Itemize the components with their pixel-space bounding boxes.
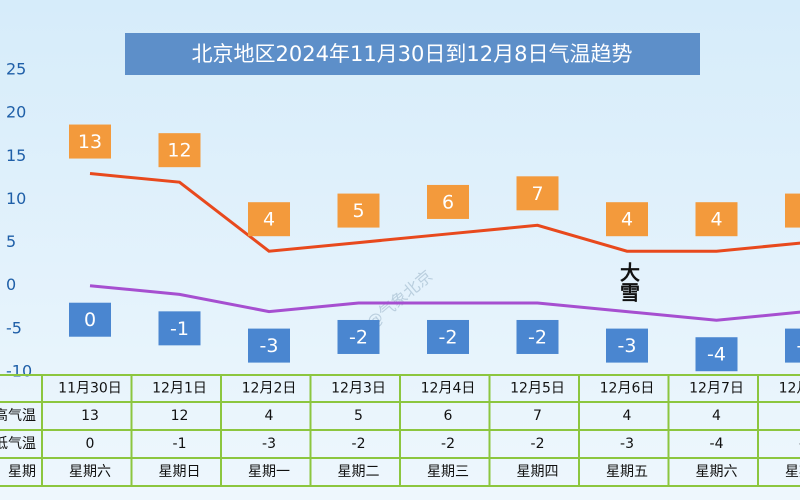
table-value: 4 [712, 408, 721, 424]
value-label-box [695, 337, 738, 372]
value-label: 5 [352, 200, 364, 222]
chart-title: 北京地区2024年11月30日到12月8日气温趋势 [192, 42, 633, 66]
value-label-box [516, 176, 559, 211]
series-line [89, 172, 800, 253]
x-tick-label: 12月4日 [421, 381, 476, 397]
value-label-box [785, 328, 800, 363]
value-label: -2 [439, 326, 458, 348]
y-tick-label: 25 [6, 60, 26, 79]
table-value: 7 [533, 408, 542, 424]
value-label: -4 [707, 344, 726, 366]
table-value: -2 [441, 436, 455, 452]
value-label-box [158, 133, 201, 168]
value-label-box [427, 319, 469, 354]
value-label: 13 [78, 131, 102, 153]
y-tick-label: 0 [6, 275, 16, 294]
table-value: -3 [620, 436, 634, 452]
table-value: -2 [352, 436, 366, 452]
table-value: -2 [531, 436, 545, 452]
row-label: 最高气温 [0, 407, 36, 424]
value-label: 0 [84, 309, 96, 331]
value-label: 4 [621, 209, 633, 231]
x-tick-label: 12月6日 [600, 381, 655, 397]
weekday: 星期六 [696, 464, 738, 480]
value-label: -3 [260, 335, 279, 357]
annotation: 大雪 [617, 262, 641, 303]
x-tick-label: 12月8日 [779, 381, 800, 397]
table-value: 6 [444, 408, 453, 424]
value-label-box [606, 202, 648, 237]
x-tick-label: 12月3日 [331, 381, 386, 397]
weekday: 星期二 [338, 464, 380, 480]
row-label: 星期 [8, 464, 36, 480]
x-tick-label: 12月2日 [242, 381, 297, 397]
value-label: -3 [618, 335, 637, 357]
weekday: 星期日 [159, 464, 201, 480]
y-tick-label: -10 [6, 362, 32, 381]
value-label-box [69, 124, 111, 159]
value-label: 6 [442, 191, 454, 213]
weekday: 星期五 [606, 464, 648, 480]
value-label: -2 [528, 326, 547, 348]
table-value: 4 [265, 408, 274, 424]
value-label-box [606, 328, 648, 363]
value-label-box [337, 319, 380, 354]
weekday: 星期三 [427, 464, 469, 480]
value-label: 7 [531, 183, 543, 205]
table-value: 13 [81, 408, 99, 424]
y-tick-label: 5 [6, 232, 16, 251]
value-label-box [427, 184, 469, 219]
value-label: 12 [167, 140, 191, 162]
value-label-box [248, 202, 290, 237]
table-value: -3 [262, 436, 276, 452]
weekday: 星期四 [517, 464, 559, 480]
weekday: 星期一 [248, 464, 290, 480]
weekday: 星期六 [69, 464, 111, 480]
title-banner [125, 33, 700, 75]
value-label: 4 [263, 209, 275, 231]
y-tick-label: -5 [6, 318, 22, 337]
weekday: 星期日 [785, 464, 800, 480]
value-label-box [695, 202, 738, 237]
value-label-box [785, 193, 800, 228]
value-label: -1 [170, 318, 189, 340]
table-value: 4 [623, 408, 632, 424]
value-label-box [158, 311, 201, 346]
table-value: 5 [354, 408, 363, 424]
value-label: -2 [349, 326, 368, 348]
series-line [89, 284, 800, 322]
x-tick-label: 12月5日 [510, 381, 565, 397]
y-tick-label: 15 [6, 146, 26, 165]
x-tick-label: 11月30日 [58, 381, 122, 397]
value-label: -3 [797, 335, 800, 357]
x-tick-label: 12月1日 [152, 381, 207, 397]
value-label-box [248, 328, 290, 363]
value-label: 4 [710, 209, 722, 231]
row-label: 最低气温 [0, 436, 36, 452]
y-tick-label: 20 [6, 103, 26, 122]
table-value: 12 [171, 408, 189, 424]
x-tick-label: 12月7日 [689, 381, 744, 397]
table-value: -1 [173, 436, 187, 452]
table-value: 0 [86, 436, 95, 452]
value-label-box [516, 319, 559, 354]
y-tick-label: 10 [6, 189, 26, 208]
value-label-box [69, 302, 111, 337]
value-label-box [337, 193, 380, 228]
table-value: -4 [710, 436, 724, 452]
